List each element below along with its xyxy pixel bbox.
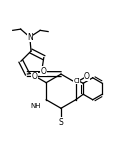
Text: Cl: Cl [73,78,80,84]
Text: N: N [27,33,33,42]
Text: O: O [32,72,38,81]
Text: O: O [84,72,90,81]
Text: NH: NH [30,103,41,109]
Text: S: S [59,118,63,127]
Text: O: O [41,67,47,76]
